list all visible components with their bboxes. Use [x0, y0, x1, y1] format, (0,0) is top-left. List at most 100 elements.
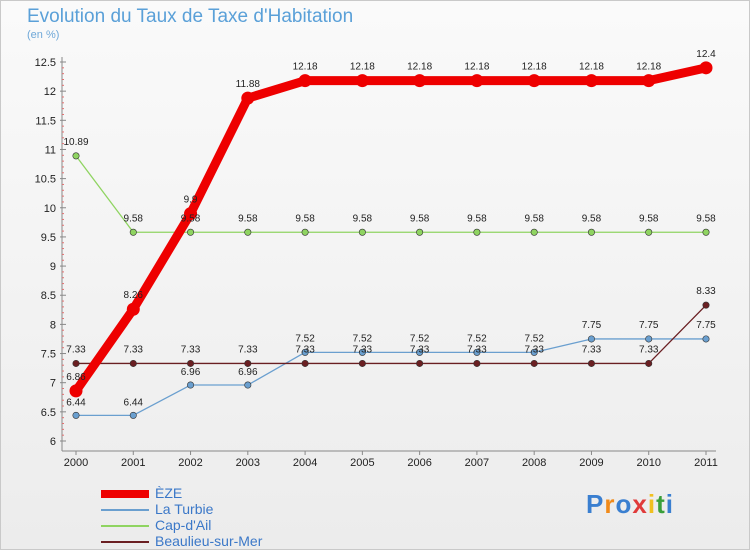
data-label-cap-d-ail: 9.58 [582, 213, 602, 224]
data-label-la-turbie: 7.52 [410, 333, 430, 344]
y-tick-label: 6 [50, 436, 56, 448]
data-label-beaulieu-sur-mer: 7.33 [582, 344, 602, 355]
data-point--ze [584, 74, 598, 88]
y-tick-label: 10.5 [35, 174, 56, 186]
data-label--ze: 8.26 [124, 290, 144, 301]
data-point-cap-d-ail [473, 228, 481, 236]
logo-letter: t [656, 489, 666, 519]
data-label-la-turbie: 6.96 [238, 367, 258, 378]
data-point-cap-d-ail [187, 228, 195, 236]
data-label-cap-d-ail: 9.58 [696, 213, 716, 224]
data-point-la-turbie [645, 335, 653, 343]
y-tick-label: 8.5 [41, 290, 56, 302]
data-point-la-turbie [473, 348, 481, 356]
data-point--ze [699, 61, 713, 75]
data-point-la-turbie [244, 381, 252, 389]
data-label-beaulieu-sur-mer: 8.33 [696, 286, 716, 297]
data-point-la-turbie [129, 411, 137, 419]
data-label-la-turbie: 7.52 [353, 333, 373, 344]
data-label--ze: 12.18 [464, 62, 489, 73]
data-label-beaulieu-sur-mer: 7.33 [639, 344, 659, 355]
data-point-beaulieu-sur-mer [187, 359, 195, 367]
logo-letter: i [647, 489, 657, 519]
y-tick-label: 7.5 [41, 349, 56, 361]
x-tick-label: 2007 [465, 457, 489, 469]
legend-swatch-beaulieu-sur-mer [101, 541, 149, 543]
data-point-la-turbie [358, 348, 366, 356]
data-label-la-turbie: 7.75 [696, 320, 716, 331]
data-point-beaulieu-sur-mer [244, 359, 252, 367]
series-line-la-turbie [75, 338, 707, 416]
data-point--ze [241, 91, 255, 105]
data-point-beaulieu-sur-mer [416, 359, 424, 367]
data-point--ze [69, 384, 83, 398]
data-label--ze: 12.18 [579, 62, 604, 73]
y-tick-label: 9.5 [41, 232, 56, 244]
data-label-cap-d-ail: 10.89 [63, 137, 88, 148]
data-label--ze: 12.4 [696, 49, 716, 60]
data-point-cap-d-ail [301, 228, 309, 236]
data-point-cap-d-ail [530, 228, 538, 236]
data-label-cap-d-ail: 9.58 [467, 213, 487, 224]
data-point-beaulieu-sur-mer [72, 359, 80, 367]
y-tick-label: 11.5 [35, 115, 56, 127]
data-label-cap-d-ail: 9.58 [124, 213, 144, 224]
data-point--ze [298, 74, 312, 88]
data-point-cap-d-ail [244, 228, 252, 236]
data-point-beaulieu-sur-mer [358, 359, 366, 367]
data-label-beaulieu-sur-mer: 7.33 [524, 344, 544, 355]
data-point-beaulieu-sur-mer [645, 359, 653, 367]
legend-label-cap-d-ail: Cap-d'Ail [155, 517, 212, 533]
data-point--ze [184, 207, 198, 221]
data-point-beaulieu-sur-mer [702, 301, 710, 309]
data-label-cap-d-ail: 9.58 [639, 213, 659, 224]
data-point--ze [355, 74, 369, 88]
line-chart: 6 6.5 7 7.5 8 8.5 9 9.5 10 10.5 11 11.5 12 12.5 2000 20… [35, 49, 718, 469]
data-point-la-turbie [702, 335, 710, 343]
data-label--ze: 12.18 [407, 62, 432, 73]
data-point--ze [470, 74, 484, 88]
data-label-beaulieu-sur-mer: 7.33 [467, 344, 487, 355]
data-label-la-turbie: 7.52 [467, 333, 487, 344]
data-label-beaulieu-sur-mer: 7.33 [353, 344, 373, 355]
legend-swatch-la-turbie [101, 509, 149, 511]
data-label--ze: 12.18 [636, 62, 661, 73]
data-point-cap-d-ail [129, 228, 137, 236]
legend-label-la-turbie: La Turbie [155, 501, 214, 517]
data-label-cap-d-ail: 9.58 [353, 213, 373, 224]
data-label-la-turbie: 7.52 [524, 333, 544, 344]
series-line--ze [71, 63, 711, 396]
x-tick-label: 2001 [121, 457, 145, 469]
data-point-la-turbie [587, 335, 595, 343]
data-label-cap-d-ail: 9.58 [238, 213, 258, 224]
data-point--ze [642, 74, 656, 88]
y-tick-label: 10 [44, 203, 56, 215]
data-point-la-turbie [416, 348, 424, 356]
data-label-la-turbie: 6.44 [66, 397, 86, 408]
legend-swatch-eze [101, 490, 149, 498]
x-tick-label: 2005 [350, 457, 374, 469]
data-label-la-turbie: 7.52 [295, 333, 315, 344]
data-label--ze: 11.88 [236, 79, 261, 90]
data-label-beaulieu-sur-mer: 7.33 [181, 344, 201, 355]
y-axis-unit-label: (en %) [27, 29, 60, 41]
data-point-beaulieu-sur-mer [301, 359, 309, 367]
data-label--ze: 12.18 [293, 62, 318, 73]
legend-swatch-cap-d-ail [101, 525, 149, 527]
y-tick-label: 11 [45, 144, 56, 156]
data-point-la-turbie [530, 348, 538, 356]
data-label--ze: 12.18 [522, 62, 547, 73]
data-point-la-turbie [72, 411, 80, 419]
data-label-la-turbie: 7.75 [582, 320, 602, 331]
y-tick-label: 9 [50, 261, 56, 273]
x-tick-label: 2004 [293, 457, 317, 469]
x-tick-label: 2000 [64, 457, 88, 469]
data-label-beaulieu-sur-mer: 7.33 [66, 344, 86, 355]
x-tick-label: 2010 [636, 457, 660, 469]
data-point-la-turbie [301, 348, 309, 356]
data-point-cap-d-ail [72, 152, 80, 160]
logo-letter: x [632, 489, 648, 519]
data-point-beaulieu-sur-mer [473, 359, 481, 367]
data-label-beaulieu-sur-mer: 7.33 [238, 344, 258, 355]
